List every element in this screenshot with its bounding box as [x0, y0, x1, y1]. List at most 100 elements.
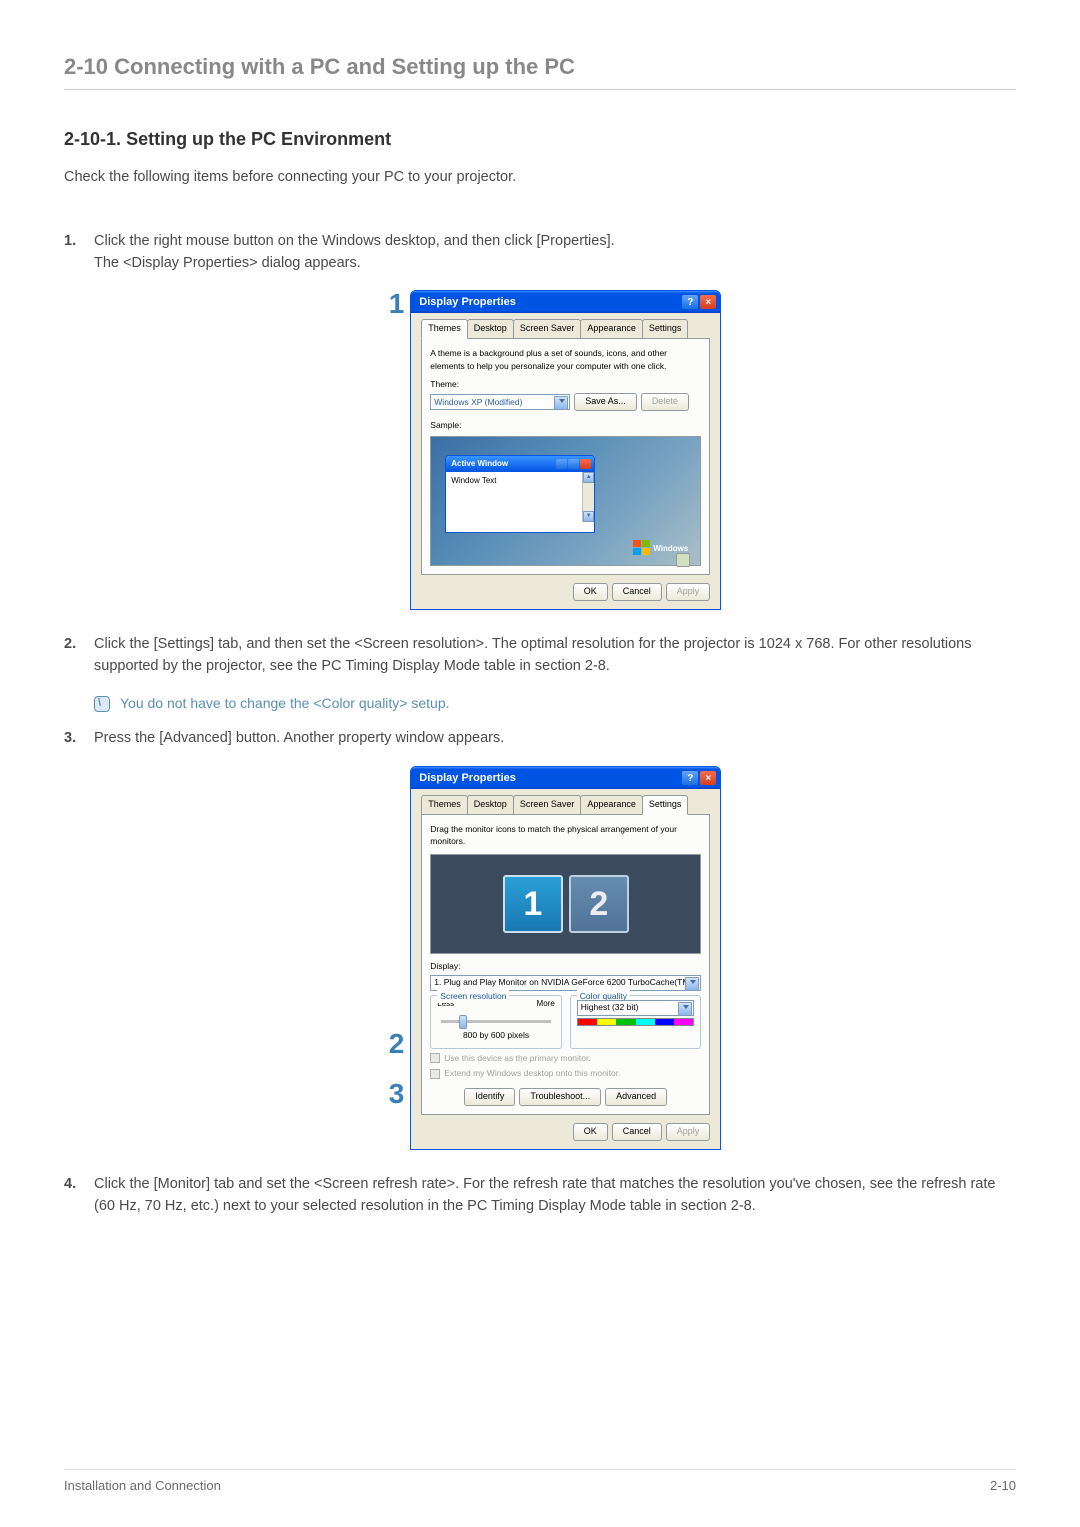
help-icon[interactable]: ? — [682, 771, 698, 785]
subsection-number: 2-10-1. — [64, 129, 121, 149]
step-3-number: 3. — [64, 728, 76, 750]
step-3: 3. Press the [Advanced] button. Another … — [94, 728, 1016, 1150]
figure-2-wrap: 2 3 Display Properties ? × Themes — [94, 766, 1016, 1150]
footer-right: 2-10 — [990, 1476, 1016, 1496]
theme-label: Theme: — [430, 378, 701, 391]
step-2: 2. Click the [Settings] tab, and then se… — [94, 634, 1016, 678]
ok-button[interactable]: OK — [573, 583, 608, 601]
tab-screensaver[interactable]: Screen Saver — [513, 319, 582, 338]
windows-logo-icon — [633, 540, 650, 555]
steps-list-cont: 3. Press the [Advanced] button. Another … — [64, 728, 1016, 1217]
slider-more: More — [537, 998, 555, 1010]
troubleshoot-button[interactable]: Troubleshoot... — [519, 1088, 601, 1106]
step-4-text: Click the [Monitor] tab and set the <Scr… — [94, 1174, 1016, 1218]
section-title-text: Connecting with a PC and Setting up the … — [114, 54, 575, 79]
chevron-down-icon — [690, 980, 696, 984]
checkbox-icon — [430, 1069, 440, 1079]
apply-button[interactable]: Apply — [666, 1123, 711, 1141]
theme-combo-value: Windows XP (Modified) — [434, 396, 522, 409]
scroll-down-icon: ▼ — [583, 511, 594, 522]
sample-label: Sample: — [430, 419, 701, 432]
display-properties-settings-dialog: Display Properties ? × Themes Desktop Sc… — [410, 766, 721, 1150]
screen-resolution-fieldset: Screen resolution Less More 800 by 600 p… — [430, 995, 562, 1049]
dialog-tabs: Themes Desktop Screen Saver Appearance S… — [421, 319, 710, 339]
color-quality-value: Highest (32 bit) — [581, 1001, 639, 1014]
cancel-button[interactable]: Cancel — [612, 1123, 662, 1141]
step-4-number: 4. — [64, 1174, 76, 1196]
tab-screensaver[interactable]: Screen Saver — [513, 795, 582, 814]
screen-resolution-legend: Screen resolution — [437, 990, 509, 1003]
intro-text: Check the following items before connect… — [64, 167, 1016, 189]
display-combo-value: 1. Plug and Play Monitor on NVIDIA GeFor… — [434, 976, 692, 989]
sample-active-window: Active Window Window Text — [445, 455, 595, 533]
identify-button[interactable]: Identify — [464, 1088, 515, 1106]
step-3-text: Press the [Advanced] button. Another pro… — [94, 728, 1016, 750]
maximize-icon — [568, 459, 579, 469]
steps-list: 1. Click the right mouse button on the W… — [64, 231, 1016, 678]
primary-monitor-label: Use this device as the primary monitor. — [444, 1052, 590, 1065]
tab-settings[interactable]: Settings — [642, 319, 689, 338]
monitors-area[interactable]: 1 2 — [430, 854, 701, 954]
tab-themes[interactable]: Themes — [421, 795, 468, 814]
themes-description: A theme is a background plus a set of so… — [430, 347, 701, 373]
close-icon[interactable]: × — [700, 771, 716, 785]
color-bars — [577, 1018, 695, 1026]
color-quality-fieldset: Color quality Highest (32 bit) — [570, 995, 702, 1049]
chevron-down-icon — [559, 399, 565, 403]
step-4: 4. Click the [Monitor] tab and set the <… — [94, 1174, 1016, 1218]
tab-desktop[interactable]: Desktop — [467, 795, 514, 814]
tab-appearance[interactable]: Appearance — [580, 319, 643, 338]
display-combo[interactable]: 1. Plug and Play Monitor on NVIDIA GeFor… — [430, 975, 701, 991]
step-1-line-1: Click the right mouse button on the Wind… — [94, 231, 1016, 253]
figure-1-callout: 1 — [389, 290, 405, 318]
cancel-button[interactable]: Cancel — [612, 583, 662, 601]
display-label: Display: — [430, 960, 701, 973]
figure-1-wrap: 1 Display Properties ? × Themes Desktop — [94, 290, 1016, 610]
color-quality-combo[interactable]: Highest (32 bit) — [577, 1000, 695, 1016]
footer-left: Installation and Connection — [64, 1476, 221, 1496]
dialog-tabs: Themes Desktop Screen Saver Appearance S… — [421, 795, 710, 815]
section-number: 2-10 — [64, 54, 108, 79]
tab-appearance[interactable]: Appearance — [580, 795, 643, 814]
resolution-slider[interactable] — [441, 1020, 551, 1023]
help-icon[interactable]: ? — [682, 295, 698, 309]
monitor-1[interactable]: 1 — [503, 875, 563, 933]
dialog-titlebar[interactable]: Display Properties ? × — [411, 767, 720, 789]
checkbox-icon — [430, 1053, 440, 1063]
note-row: You do not have to change the <Color qua… — [94, 693, 1016, 714]
close-icon[interactable]: × — [700, 295, 716, 309]
step-2-number: 2. — [64, 634, 76, 656]
chevron-down-icon — [683, 1005, 689, 1009]
scrollbar: ▲ ▼ — [582, 472, 594, 522]
step-1-number: 1. — [64, 231, 76, 253]
extend-desktop-checkbox-row: Extend my Windows desktop onto this moni… — [430, 1067, 701, 1080]
step-1: 1. Click the right mouse button on the W… — [94, 231, 1016, 610]
display-properties-themes-dialog: Display Properties ? × Themes Desktop Sc… — [410, 290, 721, 610]
advanced-button[interactable]: Advanced — [605, 1088, 667, 1106]
theme-combo[interactable]: Windows XP (Modified) — [430, 394, 570, 410]
recycle-bin-icon — [676, 553, 690, 567]
monitor-2[interactable]: 2 — [569, 875, 629, 933]
sample-window-text: Window Text — [451, 476, 496, 485]
delete-button[interactable]: Delete — [641, 393, 689, 411]
sample-window-title: Active Window — [451, 458, 508, 470]
tab-themes[interactable]: Themes — [421, 319, 468, 339]
dialog-titlebar[interactable]: Display Properties ? × — [411, 291, 720, 313]
tab-settings[interactable]: Settings — [642, 795, 689, 815]
save-as-button[interactable]: Save As... — [574, 393, 637, 411]
settings-description: Drag the monitor icons to match the phys… — [430, 823, 701, 849]
section-title: 2-10 Connecting with a PC and Setting up… — [64, 50, 1016, 90]
tab-desktop[interactable]: Desktop — [467, 319, 514, 338]
resolution-value: 800 by 600 pixels — [437, 1029, 555, 1042]
dialog-title: Display Properties — [419, 770, 516, 787]
apply-button[interactable]: Apply — [666, 583, 711, 601]
note-text: You do not have to change the <Color qua… — [120, 693, 450, 714]
page-footer: Installation and Connection 2-10 — [64, 1469, 1016, 1496]
step-1-line-2: The <Display Properties> dialog appears. — [94, 253, 1016, 275]
scroll-up-icon: ▲ — [583, 472, 594, 483]
ok-button[interactable]: OK — [573, 1123, 608, 1141]
slider-thumb-icon[interactable] — [459, 1015, 467, 1029]
subsection-title: 2-10-1. Setting up the PC Environment — [64, 126, 1016, 153]
figure-2-callout-3: 3 — [389, 1080, 405, 1108]
note-icon — [94, 696, 110, 712]
